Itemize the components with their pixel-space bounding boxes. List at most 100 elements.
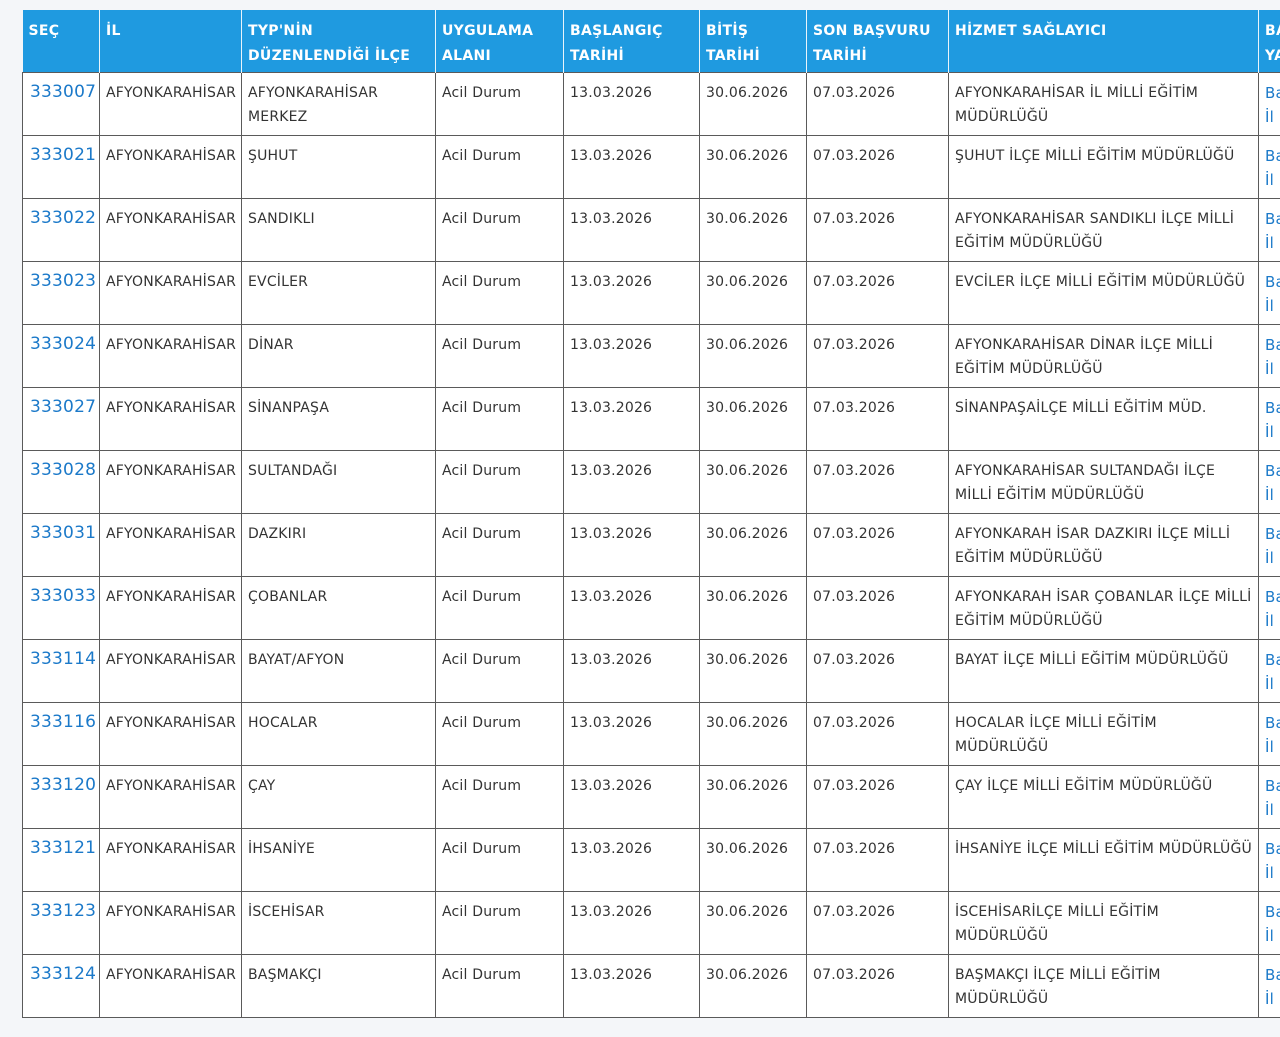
table-cell: 30.06.2026 [699, 891, 807, 955]
cell-link[interactable]: Ba İl [1258, 387, 1280, 451]
table-cell: 13.03.2026 [563, 576, 700, 640]
table-cell: HOCALAR [241, 702, 436, 766]
table-cell: AFYONKARAHİSAR [99, 72, 242, 136]
table-cell: AFYONKARAHİSAR DİNAR İLÇE MİLLİ EĞİTİM M… [948, 324, 1259, 388]
select-link[interactable]: 333023 [22, 261, 100, 325]
table-cell: 07.03.2026 [806, 324, 949, 388]
cell-link[interactable]: Ba İl [1258, 576, 1280, 640]
table-cell: İHSANİYE İLÇE MİLLİ EĞİTİM MÜDÜRLÜĞÜ [948, 828, 1259, 892]
cell-link[interactable]: Ba İl [1258, 324, 1280, 388]
table-cell: 30.06.2026 [699, 954, 807, 1018]
table-cell: 13.03.2026 [563, 639, 700, 703]
table-cell: AFYONKARAHİSAR [99, 954, 242, 1018]
table-row: 333124 AFYONKARAHİSAR BAŞMAKÇI Acil Durum 13… [22, 954, 1280, 1018]
table-cell: 07.03.2026 [806, 702, 949, 766]
cell-link[interactable]: Ba İl [1258, 135, 1280, 199]
cell-link[interactable]: Ba İl [1258, 198, 1280, 262]
table-cell: BAYAT İLÇE MİLLİ EĞİTİM MÜDÜRLÜĞÜ [948, 639, 1259, 703]
cell-link[interactable]: Ba İl [1258, 702, 1280, 766]
table-cell: SULTANDAĞI [241, 450, 436, 514]
select-link[interactable]: 333021 [22, 135, 100, 199]
table-cell: 30.06.2026 [699, 198, 807, 262]
table: SEÇ İL TYP'NİN DÜZENLENDİĞİ İLÇE UYGULAMA A… [22, 10, 1280, 1018]
table-cell: 07.03.2026 [806, 261, 949, 325]
select-link[interactable]: 333120 [22, 765, 100, 829]
table-cell: AFYONKARAHİSAR SANDIKLI İLÇE MİLLİ EĞİTİ… [948, 198, 1259, 262]
table-cell: İSCEHİSAR [241, 891, 436, 955]
table-cell: EVCİLER [241, 261, 436, 325]
cell-link[interactable]: Ba İl [1258, 891, 1280, 955]
select-link[interactable]: 333124 [22, 954, 100, 1018]
select-link[interactable]: 333007 [22, 72, 100, 136]
select-link[interactable]: 333027 [22, 387, 100, 451]
table-cell: 07.03.2026 [806, 828, 949, 892]
table-cell: Acil Durum [435, 387, 564, 451]
table-row: 333024 AFYONKARAHİSAR DİNAR Acil Durum 13.03… [22, 324, 1280, 388]
header-row: SEÇ İL TYP'NİN DÜZENLENDİĞİ İLÇE UYGULAMA A… [22, 10, 1280, 73]
table-cell: 07.03.2026 [806, 576, 949, 640]
column-header: BİTİŞ TARİHİ [699, 10, 807, 73]
table-row: 333031 AFYONKARAHİSAR DAZKIRI Acil Durum 13.… [22, 513, 1280, 577]
table-cell: 07.03.2026 [806, 72, 949, 136]
table-cell: DAZKIRI [241, 513, 436, 577]
cell-link[interactable]: Ba İl [1258, 765, 1280, 829]
select-link[interactable]: 333123 [22, 891, 100, 955]
table-cell: Acil Durum [435, 198, 564, 262]
column-header: TYP'NİN DÜZENLENDİĞİ İLÇE [241, 10, 436, 73]
table-cell: 07.03.2026 [806, 765, 949, 829]
table-cell: 30.06.2026 [699, 576, 807, 640]
table-cell: 07.03.2026 [806, 513, 949, 577]
cell-link[interactable]: Ba İl [1258, 261, 1280, 325]
select-link[interactable]: 333022 [22, 198, 100, 262]
table-cell: AFYONKARAHİSAR [99, 261, 242, 325]
select-link[interactable]: 333114 [22, 639, 100, 703]
cell-link[interactable]: Ba İl [1258, 450, 1280, 514]
table-row: 333028 AFYONKARAHİSAR SULTANDAĞI Acil Durum… [22, 450, 1280, 514]
table-cell: Acil Durum [435, 828, 564, 892]
table-cell: DİNAR [241, 324, 436, 388]
select-link[interactable]: 333028 [22, 450, 100, 514]
select-link[interactable]: 333031 [22, 513, 100, 577]
table-cell: Acil Durum [435, 261, 564, 325]
table-cell: ŞUHUT [241, 135, 436, 199]
cell-link[interactable]: Ba İl [1258, 828, 1280, 892]
table-cell: AFYONKARAHİSAR SULTANDAĞI İLÇE MİLLİ EĞİ… [948, 450, 1259, 514]
select-link[interactable]: 333116 [22, 702, 100, 766]
table-cell: 07.03.2026 [806, 639, 949, 703]
table-cell: 13.03.2026 [563, 702, 700, 766]
select-link[interactable]: 333033 [22, 576, 100, 640]
table-cell: 07.03.2026 [806, 954, 949, 1018]
table-cell: SANDIKLI [241, 198, 436, 262]
table-cell: Acil Durum [435, 639, 564, 703]
select-link[interactable]: 333121 [22, 828, 100, 892]
table-row: 333033 AFYONKARAHİSAR ÇOBANLAR Acil Durum 13… [22, 576, 1280, 640]
column-header: HİZMET SAĞLAYICI [948, 10, 1259, 73]
cell-link[interactable]: Ba İl [1258, 954, 1280, 1018]
table-cell: Acil Durum [435, 72, 564, 136]
select-link[interactable]: 333024 [22, 324, 100, 388]
cell-link[interactable]: Ba İl [1258, 513, 1280, 577]
table-cell: AFYONKARAHİSAR [99, 891, 242, 955]
cell-link[interactable]: Ba İl [1258, 72, 1280, 136]
table-cell: 13.03.2026 [563, 891, 700, 955]
table-row: 333021 AFYONKARAHİSAR ŞUHUT Acil Durum 13.03… [22, 135, 1280, 199]
table-cell: EVCİLER İLÇE MİLLİ EĞİTİM MÜDÜRLÜĞÜ [948, 261, 1259, 325]
column-header: UYGULAMA ALANI [435, 10, 564, 73]
table-cell: SİNANPAŞA [241, 387, 436, 451]
column-header: BA YA [1258, 10, 1280, 73]
table-row: 333022 AFYONKARAHİSAR SANDIKLI Acil Durum 13… [22, 198, 1280, 262]
table-cell: 30.06.2026 [699, 828, 807, 892]
table-row: 333116 AFYONKARAHİSAR HOCALAR Acil Durum 13.… [22, 702, 1280, 766]
table-cell: Acil Durum [435, 324, 564, 388]
table-cell: AFYONKARAHİSAR [99, 576, 242, 640]
table-cell: 30.06.2026 [699, 513, 807, 577]
cell-link[interactable]: Ba İl [1258, 639, 1280, 703]
table-cell: 30.06.2026 [699, 324, 807, 388]
table-row: 333027 AFYONKARAHİSAR SİNANPAŞA Acil Durum 1… [22, 387, 1280, 451]
table-cell: AFYONKARAH İSAR DAZKIRI İLÇE MİLLİ EĞİTİ… [948, 513, 1259, 577]
table-cell: 30.06.2026 [699, 702, 807, 766]
table-cell: 07.03.2026 [806, 891, 949, 955]
table-cell: 13.03.2026 [563, 765, 700, 829]
table-cell: 13.03.2026 [563, 261, 700, 325]
